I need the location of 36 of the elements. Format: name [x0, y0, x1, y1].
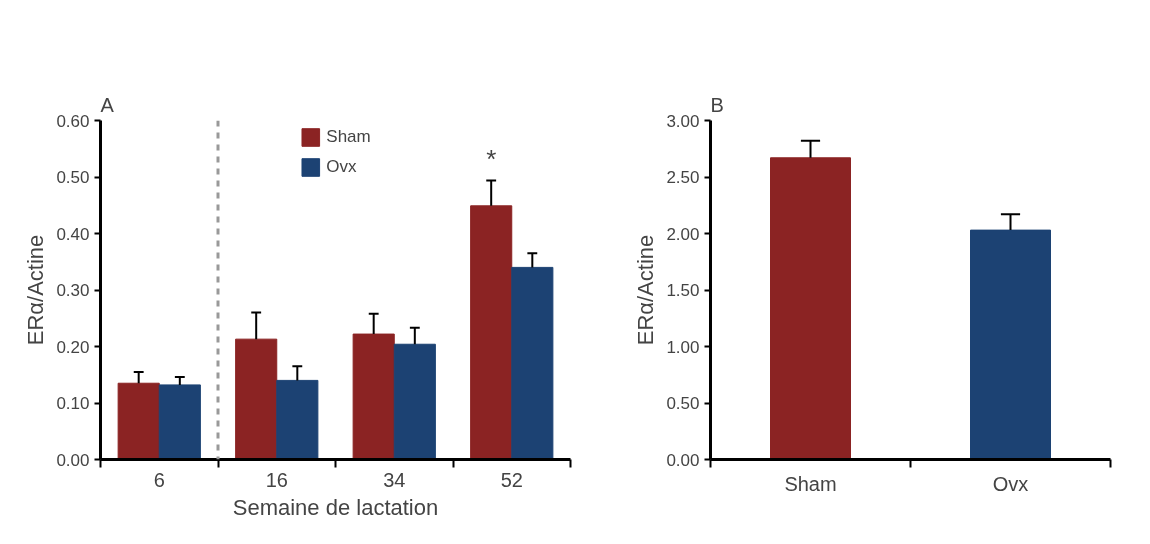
- x-tick-label: Sham: [784, 472, 837, 495]
- y-tick-label: 0.00: [666, 450, 700, 470]
- y-axis-title: ERα/Actine: [633, 234, 659, 346]
- chart-title: A: [100, 93, 115, 116]
- y-tick-label: 0.30: [56, 281, 90, 300]
- x-tick-label: 52: [500, 468, 523, 491]
- bar: [235, 338, 278, 460]
- chart-title: B: [710, 93, 724, 116]
- y-tick-label: 0.10: [56, 394, 90, 413]
- y-tick-label: 0.20: [56, 337, 90, 357]
- x-tick-label: 16: [265, 468, 288, 491]
- y-tick-label: 0.40: [56, 224, 90, 244]
- y-tick-label: 2.50: [666, 168, 700, 187]
- x-axis-title: Semaine de lactation: [232, 494, 439, 520]
- bar: [393, 343, 436, 460]
- bar: [470, 205, 513, 460]
- bar: [117, 382, 160, 460]
- x-tick-label: 34: [383, 468, 406, 491]
- y-tick-label: 1.50: [666, 281, 700, 300]
- legend-label: Sham: [326, 127, 371, 147]
- y-tick-label: 0.50: [666, 394, 700, 413]
- y-tick-label: 2.00: [666, 224, 700, 244]
- bar: [352, 333, 395, 460]
- x-tick-label: Ovx: [992, 472, 1029, 495]
- y-tick-label: 0.60: [56, 111, 90, 131]
- bar: [276, 379, 319, 460]
- x-tick-label: 6: [153, 468, 165, 491]
- y-axis-title: ERα/Actine: [23, 234, 49, 346]
- annotation: *: [486, 144, 497, 175]
- y-tick-label: 0.00: [56, 450, 90, 470]
- y-tick-label: 0.50: [56, 168, 90, 187]
- y-tick-label: 1.00: [666, 337, 700, 357]
- legend-label: Ovx: [326, 157, 357, 177]
- bar: [158, 384, 201, 460]
- bar: [511, 266, 554, 460]
- y-tick-label: 3.00: [666, 111, 700, 131]
